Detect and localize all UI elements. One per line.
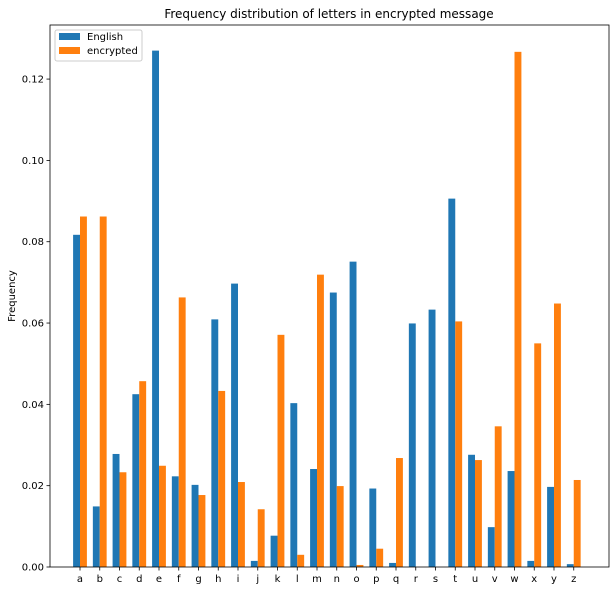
- y-axis-label: Frequency: [7, 270, 18, 322]
- y-tick-label: 0.10: [22, 156, 44, 167]
- x-tick-label-r: r: [414, 574, 419, 585]
- bar-encrypted-o: [356, 564, 364, 567]
- bar-encrypted-u: [475, 460, 482, 567]
- chart-title: Frequency distribution of letters in enc…: [164, 7, 493, 21]
- legend-label-encrypted: encrypted: [87, 46, 138, 57]
- bar-encrypted-e: [159, 465, 166, 567]
- y-tick-label: 0.08: [22, 237, 44, 248]
- bar-english-u: [468, 454, 475, 567]
- bar-encrypted-h: [218, 390, 226, 567]
- x-tick-label-n: n: [334, 574, 340, 585]
- bar-english-t: [448, 198, 456, 568]
- x-tick-label-y: y: [551, 574, 557, 585]
- bar-english-l: [290, 403, 298, 567]
- bar-encrypted-c: [119, 472, 127, 567]
- bar-english-f: [171, 476, 179, 567]
- y-axis: 0.00 0.02 0.04 0.06 0.08 0.10 0.12: [22, 75, 50, 574]
- bar-english-e: [152, 50, 159, 567]
- x-tick-label-m: m: [312, 574, 322, 585]
- x-tick-label-v: v: [492, 574, 498, 585]
- bar-encrypted-p: [376, 548, 384, 567]
- x-tick-label-g: g: [195, 574, 201, 585]
- x-tick-label-k: k: [275, 574, 281, 585]
- bar-english-i: [231, 283, 238, 567]
- x-tick-label-p: p: [373, 574, 379, 585]
- bar-english-x: [527, 560, 535, 567]
- bar-encrypted-n: [336, 486, 344, 567]
- legend: English encrypted: [54, 29, 143, 62]
- plot-area: [73, 50, 581, 568]
- x-tick-label-l: l: [296, 574, 299, 585]
- bar-english-s: [428, 309, 436, 567]
- x-tick-label-z: z: [571, 574, 576, 585]
- x-tick-label-s: s: [433, 574, 438, 585]
- bar-english-m: [310, 469, 317, 567]
- bar-encrypted-v: [494, 426, 502, 567]
- bar-encrypted-a: [80, 216, 87, 567]
- bar-encrypted-j: [257, 509, 265, 567]
- bar-encrypted-d: [139, 381, 147, 567]
- y-tick-label: 0.12: [22, 75, 44, 86]
- x-tick-label-c: c: [117, 574, 123, 585]
- legend-swatch-encrypted: [59, 47, 80, 54]
- bar-english-p: [369, 488, 377, 567]
- bar-english-o: [349, 261, 357, 567]
- x-tick-label-i: i: [237, 574, 240, 585]
- bar-english-q: [389, 562, 396, 567]
- x-tick-label-w: w: [510, 574, 518, 585]
- x-tick-label-d: d: [136, 574, 142, 585]
- x-axis: a b c d e f g h i j k l m n o p q r s t u v w x y z: [77, 567, 576, 585]
- bar-english-r: [408, 323, 416, 567]
- bar-english-z: [566, 564, 574, 567]
- y-tick-label: 0.02: [22, 481, 44, 492]
- legend-swatch-english: [59, 33, 80, 40]
- bar-encrypted-x: [534, 343, 542, 567]
- bar-encrypted-l: [297, 554, 305, 567]
- bar-english-v: [487, 527, 495, 567]
- x-tick-label-e: e: [156, 574, 162, 585]
- bar-encrypted-b: [99, 216, 107, 567]
- x-tick-label-t: t: [453, 574, 457, 585]
- x-tick-label-b: b: [97, 574, 103, 585]
- x-tick-label-o: o: [353, 574, 359, 585]
- bar-english-k: [270, 535, 278, 567]
- legend-label-english: English: [87, 32, 123, 43]
- plot-frame: [49, 24, 610, 568]
- y-tick-label: 0.00: [22, 563, 44, 574]
- bar-english-b: [92, 506, 100, 567]
- bar-encrypted-q: [396, 458, 403, 567]
- x-tick-label-u: u: [472, 574, 478, 585]
- y-tick-label: 0.04: [22, 400, 44, 411]
- bar-encrypted-m: [317, 274, 324, 567]
- bar-english-g: [191, 484, 199, 567]
- y-tick-label: 0.06: [22, 319, 44, 330]
- bar-english-w: [507, 471, 515, 567]
- bar-english-c: [112, 453, 120, 567]
- bar-english-n: [329, 292, 337, 567]
- x-tick-label-f: f: [177, 574, 181, 585]
- bar-encrypted-t: [455, 321, 463, 567]
- x-tick-label-j: j: [255, 574, 259, 585]
- x-tick-label-q: q: [393, 574, 399, 585]
- bar-encrypted-k: [277, 334, 285, 567]
- x-tick-label-x: x: [531, 574, 537, 585]
- bar-encrypted-w: [514, 51, 522, 568]
- bar-encrypted-g: [198, 495, 206, 567]
- x-tick-label-a: a: [77, 574, 83, 585]
- bar-encrypted-f: [178, 297, 186, 567]
- bar-english-a: [73, 234, 80, 567]
- bar-english-h: [211, 319, 219, 567]
- bar-english-y: [547, 486, 554, 567]
- bar-english-j: [250, 560, 258, 567]
- bar-encrypted-y: [554, 303, 561, 567]
- bar-english-d: [132, 394, 140, 567]
- x-tick-label-h: h: [215, 574, 221, 585]
- bar-encrypted-z: [573, 479, 581, 567]
- bar-encrypted-i: [238, 482, 245, 567]
